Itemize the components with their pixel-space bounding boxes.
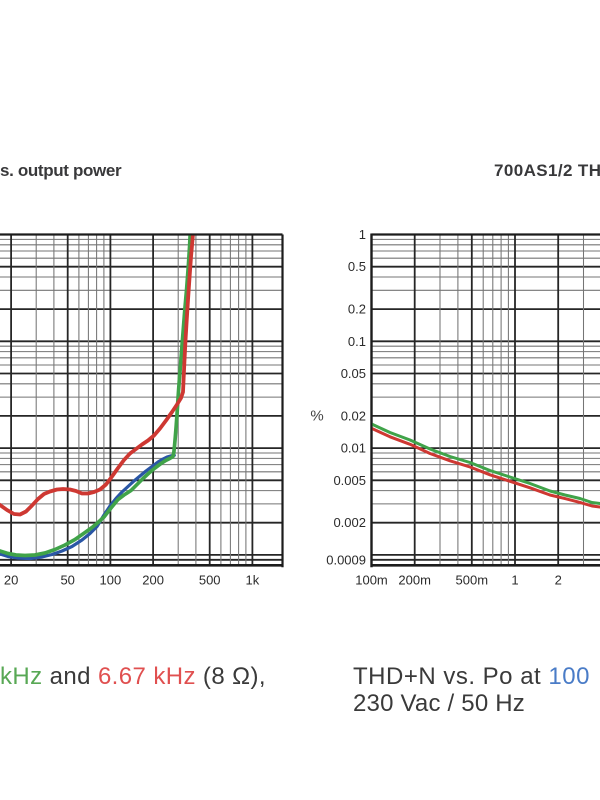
svg-text:2: 2 bbox=[555, 573, 562, 588]
svg-text:0.05: 0.05 bbox=[341, 366, 366, 381]
svg-text:500: 500 bbox=[199, 573, 221, 588]
svg-text:0.002: 0.002 bbox=[333, 515, 366, 530]
svg-text:0.1: 0.1 bbox=[348, 334, 366, 349]
svg-text:0.005: 0.005 bbox=[333, 473, 366, 488]
svg-text:0.01: 0.01 bbox=[341, 441, 366, 456]
svg-text:1: 1 bbox=[359, 227, 366, 242]
svg-text:200: 200 bbox=[142, 573, 164, 588]
svg-text:1: 1 bbox=[511, 573, 518, 588]
svg-text:0.2: 0.2 bbox=[348, 302, 366, 317]
svg-text:0.0009: 0.0009 bbox=[326, 552, 366, 567]
svg-text:1k: 1k bbox=[246, 573, 260, 588]
svg-text:0.02: 0.02 bbox=[341, 408, 366, 423]
svg-text:500m: 500m bbox=[456, 573, 489, 588]
svg-text:100m: 100m bbox=[355, 573, 388, 588]
svg-text:200m: 200m bbox=[398, 573, 431, 588]
svg-text:%: % bbox=[310, 408, 323, 425]
svg-text:0.5: 0.5 bbox=[348, 259, 366, 274]
svg-text:20: 20 bbox=[4, 573, 18, 588]
svg-text:50: 50 bbox=[60, 573, 74, 588]
svg-text:100: 100 bbox=[100, 573, 122, 588]
